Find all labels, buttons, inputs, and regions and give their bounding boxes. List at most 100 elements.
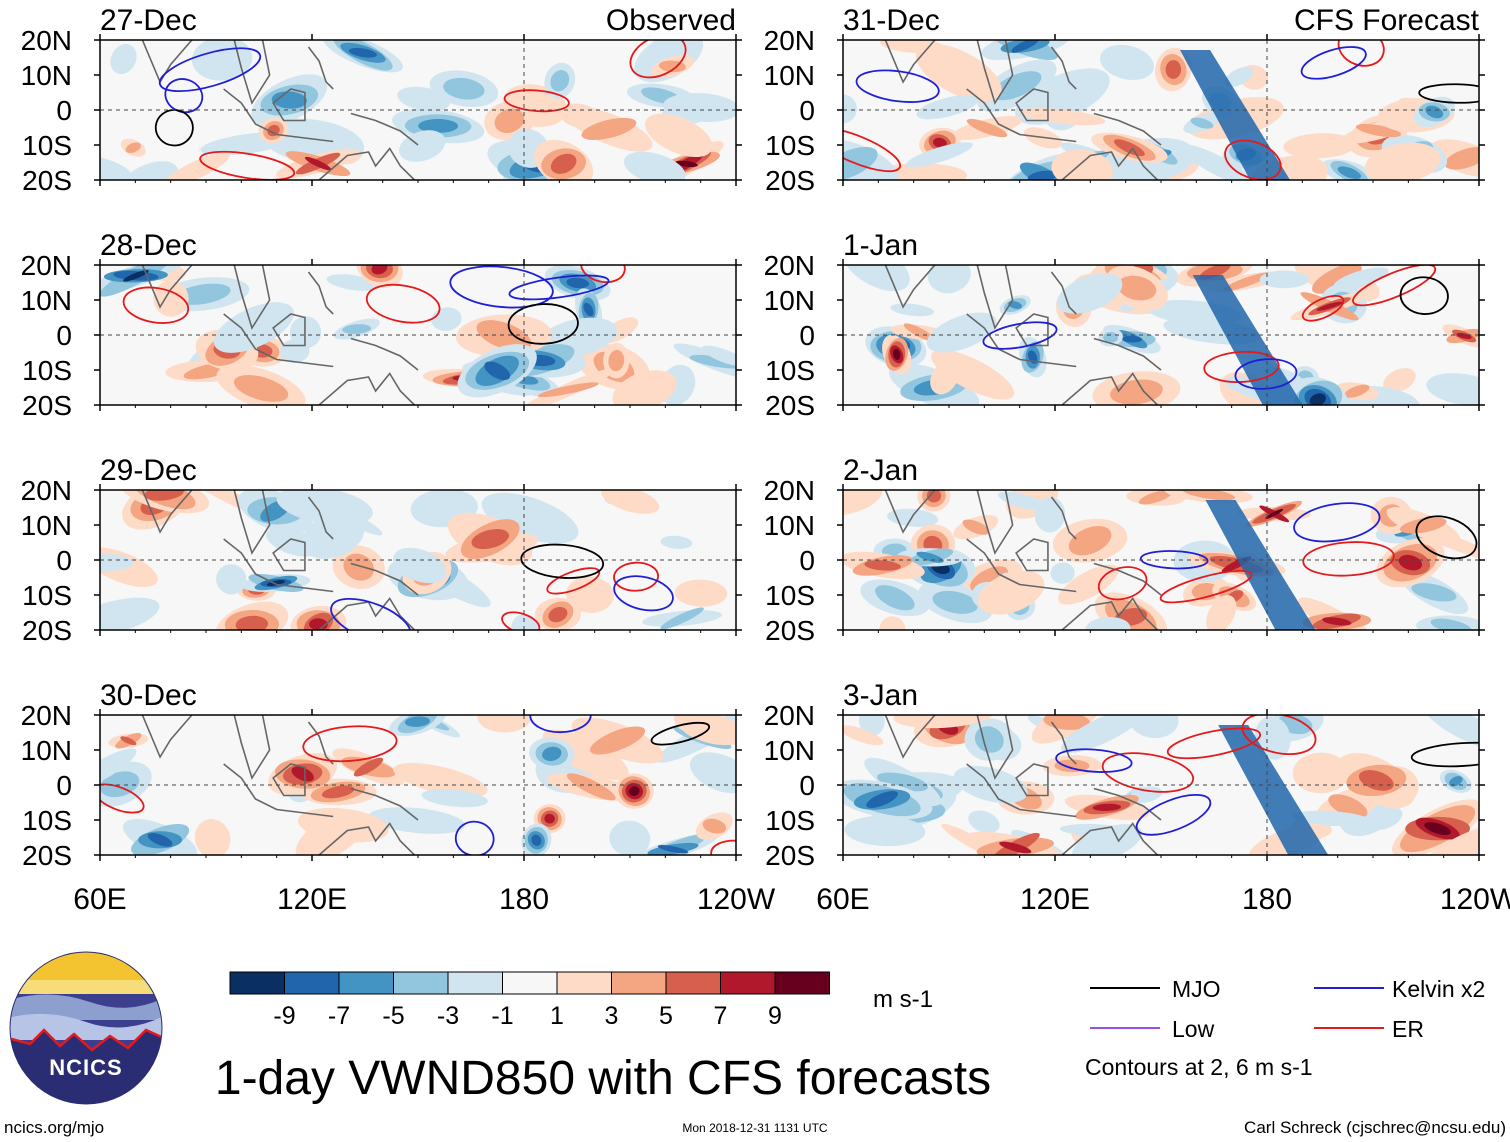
contour-kelvin-x2 [982, 321, 1058, 350]
anomaly-blob [100, 748, 137, 792]
contour-er [613, 561, 660, 592]
contour-kelvin-x2 [158, 47, 262, 93]
forecast-band [1180, 50, 1291, 180]
anomaly-blob [147, 833, 173, 847]
map-panel: 20N 10N 0 10S 20S 30-Dec [21, 679, 742, 871]
colorbar-label: -9 [273, 1002, 295, 1030]
anomaly-blob [702, 818, 727, 834]
anomaly-blob [174, 283, 231, 305]
contour-mjo [520, 543, 605, 579]
y-tick-label: 10S [765, 805, 815, 836]
contour-er [199, 150, 296, 180]
y-tick-label: 20S [765, 390, 815, 421]
anomaly-blob [657, 845, 689, 854]
anomaly-blob [1113, 139, 1145, 157]
panel-date: 3-Jan [843, 679, 918, 712]
colorbar-swatch [338, 971, 394, 995]
wind-field [100, 490, 736, 630]
y-tick-label: 10N [764, 735, 815, 766]
contours [843, 40, 1479, 180]
anomaly-blob [1008, 301, 1022, 309]
contour-er [710, 839, 736, 855]
anomaly-blob [1383, 368, 1416, 393]
y-tick-label: 20N [764, 700, 815, 731]
anomaly-blob [1291, 810, 1372, 827]
anomaly-blob [966, 118, 1008, 138]
anomaly-blob [399, 130, 446, 162]
anomaly-blob [1364, 805, 1403, 831]
contour-er [100, 783, 145, 814]
panel-date: 31-Dec [843, 4, 940, 37]
anomaly-blob [926, 312, 997, 353]
anomaly-blob [1398, 554, 1423, 571]
anomaly-blob [304, 156, 332, 171]
y-tick-label: 10S [765, 355, 815, 386]
y-tick-label: 10N [21, 510, 72, 541]
contour-mjo [650, 721, 711, 746]
x-tick-label: 60E [73, 883, 126, 916]
anomaly-blob [1206, 595, 1237, 630]
x-tick-label: 120E [277, 883, 347, 916]
colorbar-swatch [720, 971, 776, 995]
anomaly-blob [1364, 142, 1441, 180]
contour-er [1337, 40, 1385, 67]
map-panel: 20N 10N 0 10S 20S 28-Dec [21, 229, 742, 421]
anomaly-blob [566, 576, 614, 613]
contour-er [122, 286, 190, 324]
anomaly-blob [276, 490, 373, 526]
anomaly-blob [916, 95, 978, 120]
anomaly-blob [321, 785, 355, 799]
anomaly-blob [1312, 265, 1362, 294]
anomaly-blob [916, 551, 944, 563]
forecast-band [1205, 500, 1316, 630]
anomaly-blob [674, 160, 698, 167]
anomaly-blob [645, 113, 713, 158]
anomaly-blob [623, 151, 686, 180]
anomaly-blob [1099, 44, 1154, 81]
contour-er [1159, 569, 1253, 604]
anomaly-blob [1292, 752, 1349, 794]
y-tick-label: 0 [799, 95, 815, 126]
anomaly-blob [1061, 715, 1145, 753]
anomaly-blob [843, 146, 878, 180]
anomaly-blob [927, 265, 971, 294]
contour-kelvin-x2 [1135, 794, 1212, 836]
wind-field [843, 265, 1479, 405]
anomaly-blob [144, 490, 184, 501]
anomaly-blob [271, 91, 307, 109]
y-tick-label: 20S [765, 165, 815, 196]
colorbar-swatch [284, 971, 340, 995]
anomaly-blob [542, 746, 562, 762]
anomaly-blob [992, 71, 1042, 101]
y-tick-label: 10N [21, 285, 72, 316]
y-tick-label: 0 [56, 320, 72, 351]
anomaly-blob [877, 772, 929, 792]
contour-kelvin-x2 [1293, 502, 1381, 543]
anomaly-blob [1121, 335, 1143, 343]
contour-er [365, 283, 441, 324]
anomaly-blob [393, 762, 488, 798]
anomaly-blob [291, 766, 314, 782]
contour-mjo [1418, 83, 1479, 104]
anomaly-blob [628, 786, 640, 797]
contour-kelvin-x2 [855, 69, 940, 103]
anomaly-blob [1020, 107, 1106, 126]
y-tick-label: 0 [799, 545, 815, 576]
anomaly-blob [890, 303, 935, 317]
y-tick-label: 10N [764, 285, 815, 316]
anomaly-blob [481, 492, 579, 544]
anomaly-blob [1068, 525, 1112, 556]
colorbar-swatch [393, 971, 449, 995]
anomaly-blob [110, 43, 137, 75]
contour-er [302, 725, 398, 763]
anomaly-blob [550, 153, 577, 174]
anomaly-blob [484, 361, 511, 381]
anomaly-blob [875, 585, 915, 611]
contour-er [1203, 350, 1280, 383]
y-tick-label: 10S [765, 130, 815, 161]
anomaly-blob [583, 302, 594, 317]
anomaly-blob [418, 119, 459, 133]
anomaly-blob [544, 813, 555, 824]
anomaly-blob [393, 547, 447, 584]
contour-er [503, 89, 570, 113]
